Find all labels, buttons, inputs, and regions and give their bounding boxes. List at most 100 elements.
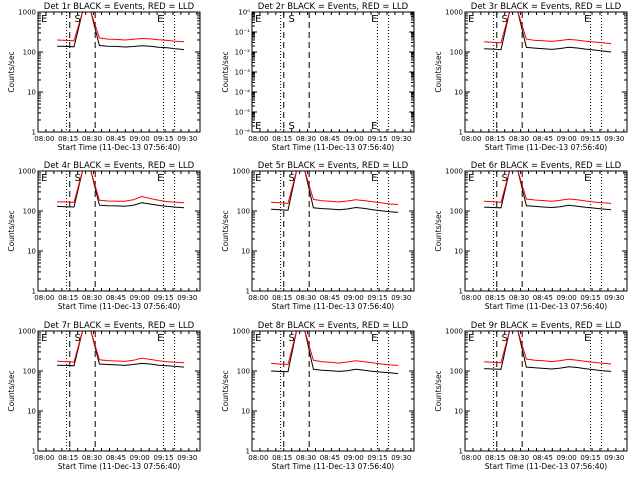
- marker-label: S: [75, 173, 81, 184]
- marker-label: S: [75, 333, 81, 344]
- x-tick-label: 08:30: [296, 294, 316, 302]
- y-tick-label: 1000: [18, 168, 36, 176]
- marker-label: S: [502, 14, 508, 25]
- y-axis-label: Counts/sec: [221, 370, 230, 411]
- x-tick-label: 08:00: [34, 135, 54, 143]
- marker-label: E: [255, 121, 261, 132]
- x-tick-label: 09:00: [344, 135, 364, 143]
- x-tick-label: 08:00: [461, 294, 481, 302]
- x-tick-label: 08:45: [320, 454, 340, 462]
- marker-label: E: [468, 14, 474, 25]
- x-tick-label: 08:45: [533, 135, 553, 143]
- marker-label: S: [502, 333, 508, 344]
- x-tick-label: 08:15: [272, 135, 292, 143]
- x-tick-label: 08:15: [272, 454, 292, 462]
- marker-label: E: [468, 333, 474, 344]
- panel-title: Det 1r BLACK = Events, RED = LLD: [44, 2, 195, 12]
- x-axis-label: Start Time (11-Dec-13 07:56:40): [272, 302, 394, 311]
- x-tick-label: 08:15: [272, 294, 292, 302]
- x-axis-label: Start Time (11-Dec-13 07:56:40): [272, 462, 394, 471]
- series-line-lld: [484, 171, 612, 204]
- y-tick-label: 10⁻⁵: [235, 109, 251, 117]
- x-tick-label: 08:45: [106, 294, 126, 302]
- marker-label: E: [157, 173, 163, 184]
- y-tick-label: 10⁰: [238, 9, 250, 17]
- y-tick-label: 1000: [445, 168, 463, 176]
- x-tick-label: 08:15: [58, 454, 78, 462]
- marker-label: S: [289, 14, 295, 25]
- y-tick-label: 10⁻²: [235, 49, 251, 57]
- y-tick-label: 100: [237, 368, 250, 376]
- x-tick-label: 08:15: [485, 135, 505, 143]
- y-tick-label: 10⁻¹: [235, 29, 251, 37]
- x-tick-label: 09:30: [604, 454, 624, 462]
- x-tick-label: 08:15: [58, 135, 78, 143]
- x-axis-label: Start Time (11-Dec-13 07:56:40): [485, 462, 607, 471]
- x-tick-label: 09:00: [557, 454, 577, 462]
- x-tick-label: 08:30: [82, 454, 102, 462]
- marker-label: E: [255, 14, 261, 25]
- plot-frame: [37, 170, 201, 292]
- panel-title: Det 3r BLACK = Events, RED = LLD: [471, 2, 622, 12]
- series-line-lld: [484, 12, 612, 45]
- x-tick-label: 08:00: [461, 454, 481, 462]
- y-tick-label: 1000: [232, 168, 250, 176]
- x-tick-label: 08:00: [248, 294, 268, 302]
- marker-label: E: [371, 333, 377, 344]
- panel-det-4: Det 4r BLACK = Events, RED = LLD Counts/s…: [7, 161, 201, 311]
- y-axis-label: Counts/sec: [7, 370, 16, 411]
- marker-label: E: [584, 14, 590, 25]
- x-axis-label: Start Time (11-Dec-13 07:56:40): [485, 302, 607, 311]
- y-tick-label: 1: [246, 288, 250, 296]
- panel-title: Det 4r BLACK = Events, RED = LLD: [44, 161, 195, 171]
- panel-title: Det 7r BLACK = Events, RED = LLD: [44, 321, 195, 331]
- marker-label: E: [584, 333, 590, 344]
- panel-det-3: Det 3r BLACK = Events, RED = LLD Counts/s…: [434, 2, 628, 152]
- series-line-events: [271, 171, 399, 213]
- plot-frame: [251, 11, 415, 133]
- marker-label: E: [371, 121, 377, 132]
- y-tick-label: 10⁻⁴: [235, 89, 251, 97]
- marker-label: S: [502, 173, 508, 184]
- y-tick-label: 10⁻⁶: [235, 129, 251, 137]
- x-tick-label: 08:30: [82, 294, 102, 302]
- y-axis-label: Counts/sec: [221, 51, 230, 92]
- y-tick-label: 10⁻³: [235, 69, 251, 77]
- series-line-events: [484, 12, 612, 53]
- y-tick-label: 1: [459, 129, 463, 137]
- x-tick-label: 08:45: [320, 135, 340, 143]
- marker-label: E: [584, 173, 590, 184]
- plot-frame: [464, 11, 628, 133]
- plot-frame: [251, 330, 415, 452]
- x-tick-label: 08:00: [34, 294, 54, 302]
- series-line-lld: [57, 331, 185, 364]
- panel-det-9: Det 9r BLACK = Events, RED = LLD Counts/s…: [434, 321, 628, 471]
- x-tick-label: 09:15: [580, 454, 600, 462]
- x-axis-label: Start Time (11-Dec-13 07:56:40): [58, 143, 180, 152]
- x-tick-label: 09:00: [344, 294, 364, 302]
- plot-frame: [464, 170, 628, 292]
- marker-label: S: [289, 333, 295, 344]
- x-tick-label: 08:30: [509, 294, 529, 302]
- x-tick-label: 09:15: [367, 454, 387, 462]
- y-axis-label: Counts/sec: [221, 210, 230, 251]
- y-tick-label: 1: [32, 129, 36, 137]
- x-tick-label: 09:15: [580, 294, 600, 302]
- x-tick-label: 09:15: [153, 454, 173, 462]
- marker-label: E: [371, 173, 377, 184]
- marker-label: E: [41, 14, 47, 25]
- y-tick-label: 1: [246, 448, 250, 456]
- x-tick-label: 08:30: [82, 135, 102, 143]
- y-tick-label: 1: [459, 288, 463, 296]
- y-tick-label: 1: [32, 288, 36, 296]
- plot-frame: [464, 330, 628, 452]
- x-tick-label: 08:15: [58, 294, 78, 302]
- marker-label: E: [371, 14, 377, 25]
- y-tick-label: 1000: [18, 9, 36, 17]
- series-line-events: [57, 171, 185, 209]
- x-tick-label: 08:00: [461, 135, 481, 143]
- panel-det-7: Det 7r BLACK = Events, RED = LLD Counts/s…: [7, 321, 201, 471]
- x-axis-label: Start Time (11-Dec-13 07:56:40): [485, 143, 607, 152]
- y-tick-label: 10: [241, 248, 250, 256]
